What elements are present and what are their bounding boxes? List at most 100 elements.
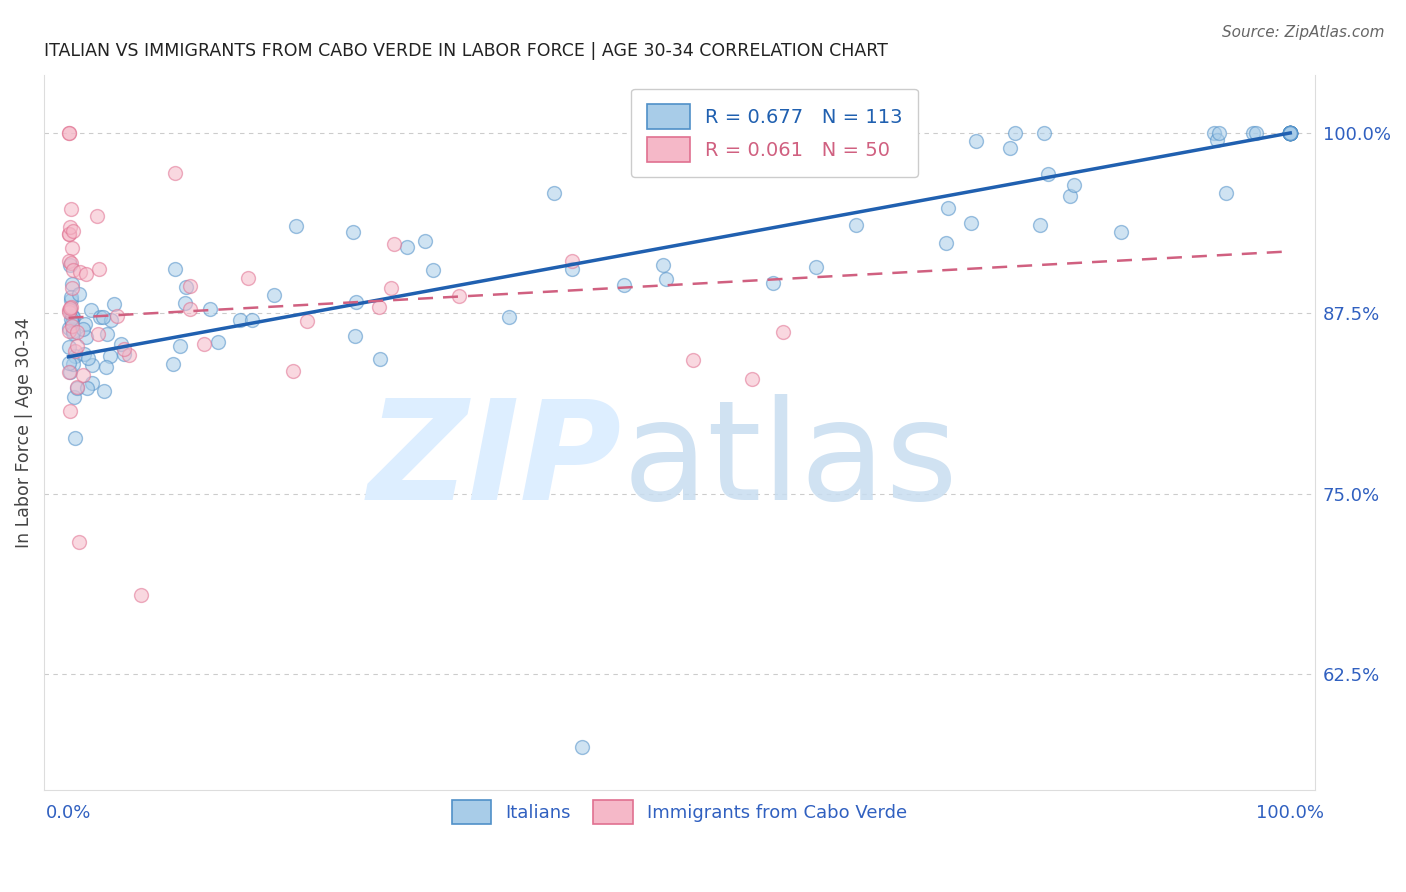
Point	[1063, 178, 1085, 193]
Point	[281, 364, 304, 378]
Point	[174, 295, 197, 310]
Point	[368, 351, 391, 366]
Point	[112, 342, 135, 356]
Point	[1279, 126, 1302, 140]
Point	[87, 261, 110, 276]
Y-axis label: In Labor Force | Age 30-34: In Labor Force | Age 30-34	[15, 318, 32, 548]
Point	[1202, 126, 1225, 140]
Point	[86, 209, 108, 223]
Point	[73, 317, 96, 331]
Point	[655, 271, 678, 285]
Point	[193, 336, 215, 351]
Point	[1109, 225, 1132, 239]
Point	[91, 310, 114, 324]
Point	[76, 381, 98, 395]
Point	[174, 280, 197, 294]
Point	[66, 380, 89, 394]
Point	[447, 289, 470, 303]
Point	[67, 535, 90, 549]
Point	[772, 325, 794, 339]
Point	[63, 344, 86, 359]
Point	[1279, 126, 1302, 140]
Point	[1279, 126, 1302, 140]
Point	[367, 300, 389, 314]
Point	[1279, 126, 1302, 140]
Point	[58, 356, 80, 370]
Point	[75, 268, 97, 282]
Point	[103, 297, 125, 311]
Point	[344, 294, 367, 309]
Point	[58, 254, 80, 268]
Point	[62, 357, 84, 371]
Point	[741, 372, 763, 386]
Point	[652, 258, 675, 272]
Point	[89, 310, 111, 325]
Point	[129, 588, 152, 602]
Point	[162, 357, 184, 371]
Point	[58, 126, 80, 140]
Point	[163, 262, 186, 277]
Point	[1279, 126, 1302, 140]
Point	[571, 739, 593, 754]
Point	[207, 334, 229, 349]
Point	[1279, 126, 1302, 140]
Point	[295, 314, 318, 328]
Point	[66, 339, 89, 353]
Point	[179, 302, 201, 317]
Point	[804, 260, 827, 274]
Point	[561, 262, 583, 277]
Point	[60, 318, 83, 333]
Point	[1004, 126, 1026, 140]
Point	[998, 141, 1021, 155]
Point	[1279, 126, 1302, 140]
Point	[59, 290, 82, 304]
Point	[1279, 126, 1302, 140]
Point	[1279, 126, 1302, 140]
Text: atlas: atlas	[623, 393, 957, 529]
Point	[58, 227, 80, 241]
Point	[62, 224, 84, 238]
Point	[198, 302, 221, 317]
Point	[1279, 126, 1302, 140]
Point	[960, 216, 983, 230]
Point	[1279, 126, 1302, 140]
Point	[73, 347, 96, 361]
Point	[62, 324, 84, 338]
Point	[62, 263, 84, 277]
Point	[77, 351, 100, 365]
Point	[58, 340, 80, 354]
Point	[1279, 126, 1302, 140]
Point	[1215, 186, 1237, 200]
Point	[229, 313, 252, 327]
Point	[761, 276, 783, 290]
Point	[60, 202, 83, 216]
Point	[59, 256, 82, 270]
Point	[59, 258, 82, 272]
Point	[60, 310, 83, 324]
Point	[59, 219, 82, 234]
Point	[1279, 126, 1302, 140]
Point	[179, 279, 201, 293]
Point	[105, 310, 128, 324]
Point	[58, 126, 80, 140]
Point	[1279, 126, 1302, 140]
Point	[163, 166, 186, 180]
Point	[240, 313, 263, 327]
Point	[58, 321, 80, 335]
Point	[59, 365, 82, 379]
Point	[80, 376, 103, 390]
Point	[72, 368, 94, 383]
Point	[263, 288, 285, 302]
Point	[59, 403, 82, 417]
Point	[1279, 126, 1302, 140]
Point	[100, 312, 122, 326]
Point	[1279, 126, 1302, 140]
Point	[1241, 126, 1264, 140]
Text: ITALIAN VS IMMIGRANTS FROM CABO VERDE IN LABOR FORCE | AGE 30-34 CORRELATION CHA: ITALIAN VS IMMIGRANTS FROM CABO VERDE IN…	[44, 42, 889, 60]
Point	[59, 302, 82, 317]
Point	[60, 277, 83, 291]
Point	[80, 303, 103, 318]
Point	[382, 237, 405, 252]
Point	[59, 301, 82, 315]
Point	[1279, 126, 1302, 140]
